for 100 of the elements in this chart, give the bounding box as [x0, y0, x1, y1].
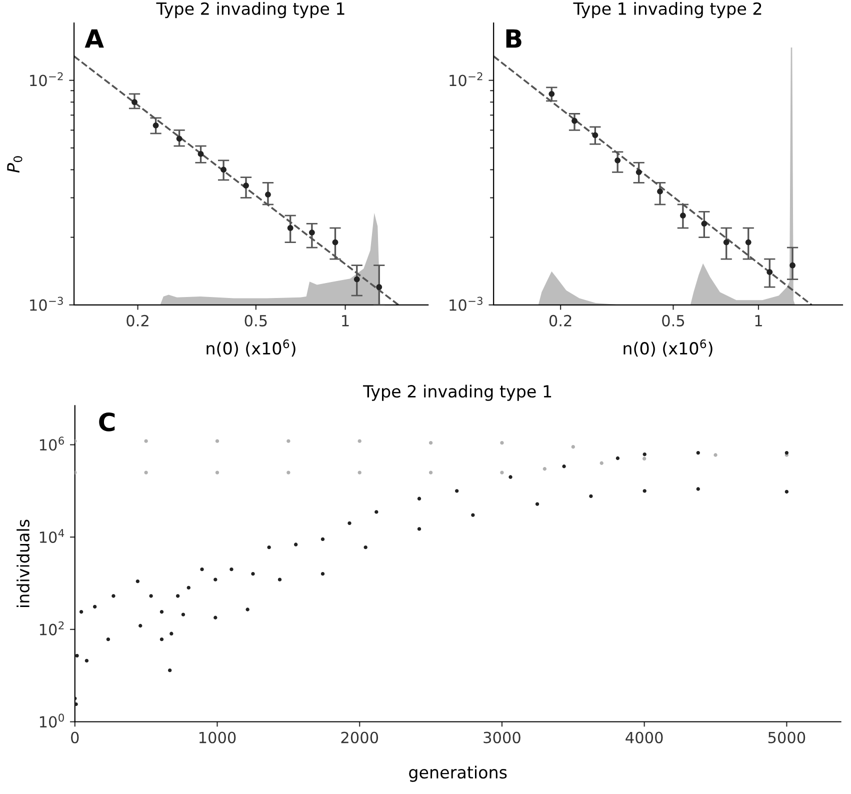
annotation: A: [84, 29, 104, 48]
x-tick-label: 3000: [484, 732, 520, 744]
y-tick-label: 10$^{4}$: [40, 529, 64, 543]
point: [251, 572, 255, 576]
point: [308, 230, 315, 236]
point: [84, 658, 89, 663]
point: [267, 545, 271, 550]
point: [714, 453, 718, 457]
y-tick-label: 10$^{−3}$: [30, 296, 63, 311]
point: [417, 527, 422, 531]
point: [320, 572, 325, 576]
y-tick-label: 10$^{6}$: [40, 436, 64, 451]
point: [230, 568, 234, 572]
y-tick-label: 10$^{0}$: [40, 714, 64, 728]
point: [176, 594, 180, 598]
x-tick-label: 0.2: [126, 314, 148, 326]
point: [636, 169, 642, 176]
point: [680, 212, 686, 218]
x-tick-label: 0.5: [244, 314, 267, 326]
point: [149, 594, 153, 598]
point: [320, 537, 325, 542]
x-tick-label: 1: [755, 315, 762, 326]
point: [417, 496, 422, 500]
point: [278, 578, 282, 582]
point: [471, 513, 475, 517]
point: [286, 470, 290, 474]
point: [572, 118, 578, 124]
point: [364, 545, 368, 550]
point: [286, 439, 290, 443]
point: [589, 494, 593, 498]
x-tick-label: 0.5: [662, 314, 684, 326]
point: [428, 441, 433, 445]
point: [508, 475, 512, 479]
point: [214, 616, 218, 620]
point: [723, 239, 730, 246]
point: [106, 637, 110, 642]
y-axis-title: individuals: [16, 520, 30, 607]
point: [642, 452, 646, 456]
point: [332, 239, 338, 246]
point: [200, 568, 204, 572]
point: [215, 439, 220, 443]
point: [287, 225, 294, 231]
point: [75, 654, 79, 658]
y-axis-title: P$_{0}$: [7, 156, 22, 173]
point: [152, 122, 159, 128]
point: [168, 668, 172, 672]
point: [160, 610, 164, 614]
point: [246, 608, 250, 612]
point: [170, 632, 174, 636]
point: [642, 489, 646, 493]
x-tick-label: 4000: [626, 732, 663, 744]
point: [745, 239, 752, 246]
annotation: C: [99, 412, 115, 432]
point: [500, 441, 504, 445]
point: [181, 612, 186, 616]
point: [428, 470, 433, 474]
point: [766, 269, 773, 276]
point: [376, 284, 382, 290]
point: [176, 136, 182, 142]
point: [642, 456, 646, 460]
x-tick-label: 0: [71, 732, 79, 744]
chart-title: Type 2 invading type 1: [156, 2, 344, 18]
point: [186, 586, 190, 590]
x-axis-title: n(0) (x10$^{6}$): [206, 339, 296, 357]
y-tick-label: 10$^{−2}$: [30, 72, 63, 86]
point: [600, 461, 604, 465]
point: [358, 470, 362, 474]
point: [542, 467, 547, 471]
point: [562, 464, 566, 468]
point: [455, 489, 459, 493]
point: [265, 192, 271, 198]
point: [112, 594, 116, 598]
point: [592, 132, 598, 138]
point: [214, 578, 218, 582]
point: [220, 166, 226, 173]
point: [657, 188, 663, 194]
point: [535, 502, 540, 506]
point: [784, 450, 789, 455]
point: [696, 487, 700, 491]
x-tick-label: 1000: [199, 732, 236, 744]
point: [348, 521, 352, 526]
point: [571, 445, 575, 449]
point: [79, 610, 84, 614]
annotation: B: [506, 29, 522, 48]
point: [138, 624, 142, 628]
chart-title: Type 2 invading type 1: [363, 384, 552, 401]
point: [144, 470, 148, 474]
point: [616, 456, 620, 460]
point: [784, 490, 789, 494]
x-tick-label: 2000: [341, 732, 378, 744]
y-tick-label: 10$^{−2}$: [450, 72, 482, 86]
point: [354, 276, 360, 282]
point: [215, 470, 220, 474]
chart-title: Type 1 invading type 2: [573, 2, 762, 18]
point: [614, 157, 621, 164]
point: [74, 702, 78, 706]
x-tick-label: 1: [342, 315, 349, 326]
point: [198, 151, 204, 157]
point: [696, 450, 700, 455]
point: [790, 262, 796, 268]
